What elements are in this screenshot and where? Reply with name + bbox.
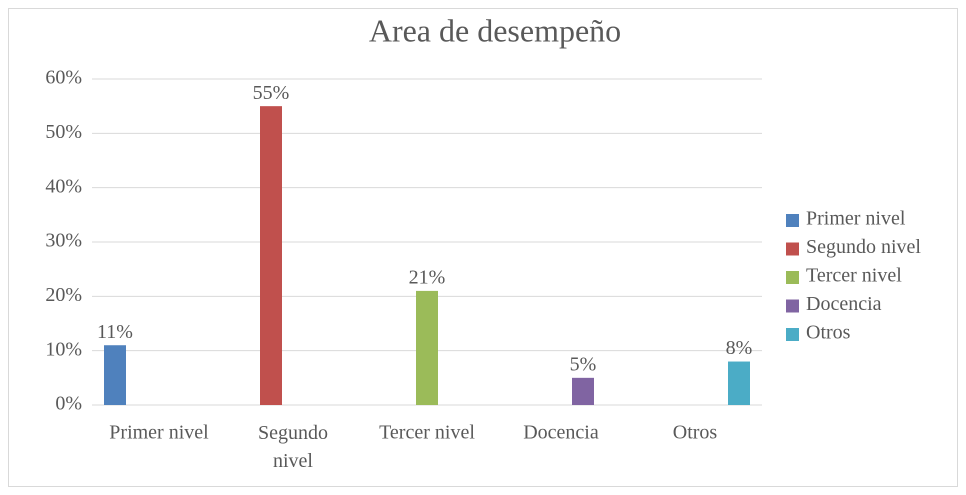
y-tick-label: 40% — [45, 175, 82, 197]
bar — [416, 290, 438, 405]
x-tick-label: Tercer nivel — [379, 422, 475, 444]
legend-swatch — [786, 214, 799, 227]
y-tick-label: 10% — [45, 338, 82, 360]
legend-label: Docencia — [806, 293, 882, 315]
x-tick-label: Segundo nivel — [258, 422, 328, 472]
data-label: 55% — [253, 82, 290, 104]
legend-label: Tercer nivel — [806, 265, 902, 287]
data-label: 5% — [570, 353, 597, 375]
y-tick-label: 60% — [45, 67, 82, 89]
bar — [260, 106, 282, 406]
legend-swatch — [786, 271, 799, 284]
chart-title: Area de desempeño — [369, 12, 621, 48]
chart-border — [8, 8, 958, 487]
y-tick-label: 0% — [55, 393, 82, 415]
y-tick-label: 50% — [45, 121, 82, 143]
bar — [728, 361, 750, 405]
x-tick-label: Otros — [673, 422, 718, 444]
legend-label: Primer nivel — [806, 208, 906, 230]
legend-swatch — [786, 242, 799, 256]
legend-swatch — [786, 328, 799, 341]
bar — [572, 377, 594, 405]
legend-swatch — [786, 299, 799, 313]
legend-label: Segundo nivel — [806, 236, 921, 258]
x-tick-label: Docencia — [523, 422, 599, 444]
y-tick-label: 20% — [45, 284, 82, 306]
x-tick-label: Primer nivel — [109, 422, 209, 444]
data-label: 21% — [409, 266, 446, 288]
bar — [104, 345, 126, 405]
data-label: 8% — [726, 337, 753, 359]
legend-label: Otros — [806, 322, 851, 344]
y-tick-label: 30% — [45, 230, 82, 252]
data-label: 11% — [97, 321, 133, 343]
